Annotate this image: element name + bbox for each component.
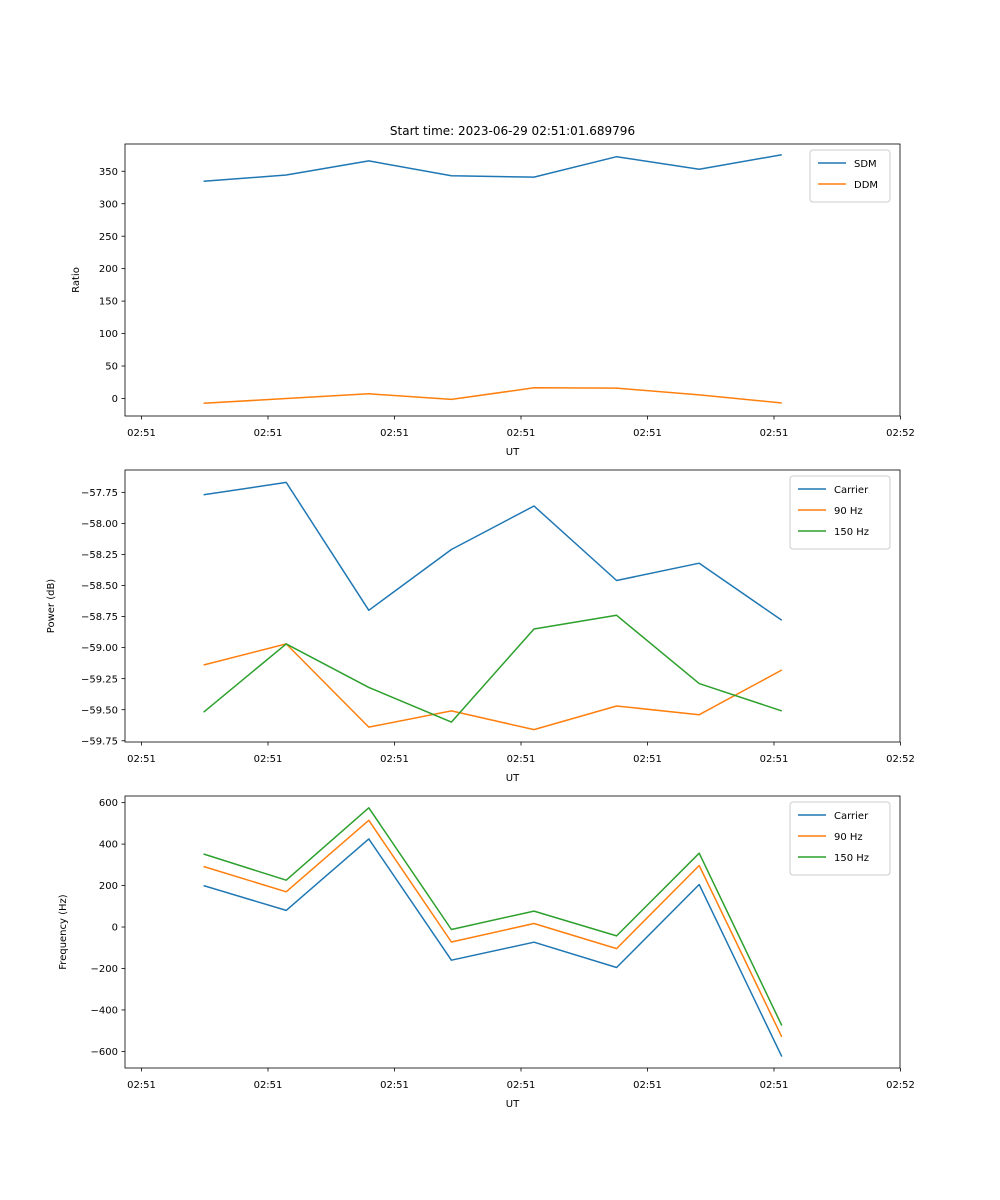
legend-label: Carrier	[834, 811, 869, 822]
x-tick-label: 02:51	[760, 428, 789, 439]
legend-label: DDM	[854, 180, 878, 191]
x-axis-label: UT	[506, 447, 520, 458]
panel-1: Start time: 2023-06-29 02:51:01.68979602…	[71, 124, 915, 458]
x-tick-label: 02:52	[886, 428, 915, 439]
x-tick-label: 02:51	[254, 1080, 283, 1091]
y-tick-label: −59.75	[81, 736, 118, 747]
x-tick-label: 02:52	[886, 754, 915, 765]
series-line-carrier	[203, 838, 783, 1057]
x-tick-label: 02:52	[886, 1080, 915, 1091]
y-tick-label: −58.00	[81, 519, 118, 530]
y-tick-label: 200	[99, 264, 118, 275]
x-tick-label: 02:51	[380, 428, 409, 439]
y-tick-label: −59.25	[81, 674, 118, 685]
x-axis-label: UT	[506, 773, 520, 784]
x-tick-label: 02:51	[507, 1080, 536, 1091]
x-tick-label: 02:51	[633, 1080, 662, 1091]
legend-label: 90 Hz	[834, 506, 863, 517]
series-line-carrier	[203, 481, 783, 621]
x-tick-label: 02:51	[633, 428, 662, 439]
y-tick-label: 600	[99, 798, 118, 809]
x-tick-label: 02:51	[507, 754, 536, 765]
x-tick-label: 02:51	[507, 428, 536, 439]
y-tick-label: −600	[91, 1047, 118, 1058]
y-tick-label: 100	[99, 329, 118, 340]
series-line-90-hz	[203, 819, 783, 1038]
y-axis-label: Frequency (Hz)	[58, 894, 69, 970]
axes-frame	[124, 795, 901, 1069]
y-tick-label: −59.00	[81, 643, 118, 654]
y-tick-label: −58.50	[81, 581, 118, 592]
legend: Carrier 90 Hz 150 Hz	[789, 801, 891, 876]
legend-box	[809, 149, 891, 203]
legend-label: 90 Hz	[834, 832, 863, 843]
axes-frame	[124, 469, 901, 743]
y-tick-label: 0	[112, 394, 118, 405]
x-tick-label: 02:51	[760, 1080, 789, 1091]
y-tick-label: 0	[112, 923, 118, 934]
x-axis-label: UT	[506, 1099, 520, 1110]
y-tick-label: 250	[99, 232, 118, 243]
series-line-ddm	[203, 387, 782, 405]
x-tick-label: 02:51	[380, 754, 409, 765]
series-line-150-hz	[203, 614, 783, 723]
x-tick-label: 02:51	[127, 1080, 156, 1091]
legend: SDM DDM	[809, 149, 891, 203]
chart-title: Start time: 2023-06-29 02:51:01.689796	[390, 124, 635, 138]
y-tick-label: 400	[99, 840, 118, 851]
series-line-sdm	[203, 153, 782, 183]
series-line-90-hz	[203, 643, 783, 731]
x-tick-label: 02:51	[127, 428, 156, 439]
y-tick-label: −400	[91, 1006, 118, 1017]
legend-label: 150 Hz	[834, 853, 869, 864]
y-axis-label: Ratio	[71, 267, 82, 293]
legend: Carrier 90 Hz 150 Hz	[789, 475, 891, 550]
axes-frame	[124, 143, 901, 417]
y-tick-label: −58.75	[81, 612, 118, 623]
legend-label: Carrier	[834, 485, 869, 496]
x-tick-label: 02:51	[633, 754, 662, 765]
panel-2: 02:51 02:51 02:51 02:51 02:51 02:51 02:52 −59.7…	[46, 469, 915, 784]
y-tick-label: 50	[105, 362, 118, 373]
x-tick-label: 02:51	[127, 754, 156, 765]
series-line-150-hz	[203, 807, 783, 1026]
x-tick-label: 02:51	[760, 754, 789, 765]
y-axis-label: Power (dB)	[46, 579, 57, 634]
y-tick-label: 300	[99, 199, 118, 210]
y-tick-label: 150	[99, 297, 118, 308]
y-tick-label: −57.75	[81, 488, 118, 499]
legend-label: SDM	[854, 159, 877, 170]
y-tick-label: −200	[91, 964, 118, 975]
legend-label: 150 Hz	[834, 527, 869, 538]
y-tick-label: −59.50	[81, 705, 118, 716]
x-tick-label: 02:51	[254, 428, 283, 439]
panel-3: 02:51 02:51 02:51 02:51 02:51 02:51 02:52 −600 −…	[58, 795, 915, 1110]
y-tick-label: −58.25	[81, 550, 118, 561]
y-tick-label: 200	[99, 881, 118, 892]
x-tick-label: 02:51	[380, 1080, 409, 1091]
y-tick-label: 350	[99, 167, 118, 178]
x-tick-label: 02:51	[254, 754, 283, 765]
